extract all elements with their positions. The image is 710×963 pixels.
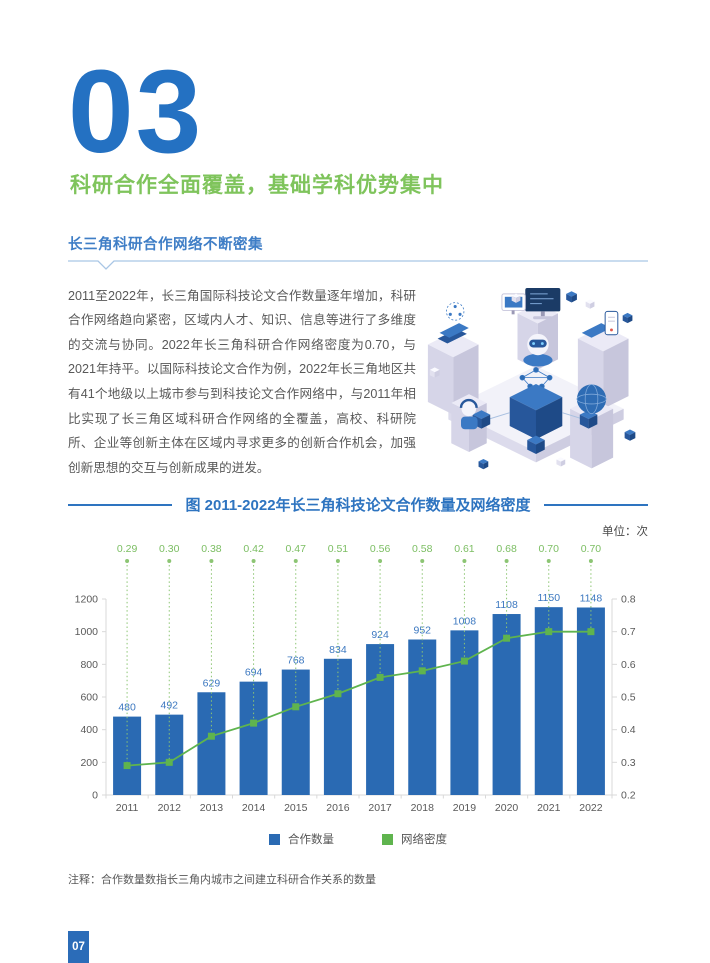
combo-chart: 0200400600800100012000.20.30.40.50.60.70… [75,543,636,814]
svg-text:200: 200 [80,757,98,769]
data-cluster-icon [446,301,465,321]
legend-item-bars: 合作数量 [269,831,334,847]
svg-text:0.70: 0.70 [581,543,602,555]
figure-block: 图 2011-2022年长三角科技论文合作数量及网络密度 单位：次 0 200 40… [68,494,649,887]
chapter-number: 03 [68,46,204,178]
svg-text:400: 400 [80,724,98,736]
svg-text:0.4: 0.4 [621,724,636,736]
svg-text:0.61: 0.61 [454,543,475,555]
chapter-header: 03 科研合作全面覆盖，基础学科优势集中 [68,46,648,199]
legend-label-line: 网络密度 [401,834,447,847]
svg-text:0.2: 0.2 [621,790,636,802]
chart-legend: 合作数量 网络密度 [68,831,648,847]
svg-text:0.8: 0.8 [621,594,636,606]
svg-text:2012: 2012 [158,802,182,814]
body-paragraph: 2011至2022年，长三角国际科技论文合作数量逐年增加，科研合作网络趋向紧密，… [68,288,416,475]
section-underline-decoration [68,259,648,270]
svg-text:0.58: 0.58 [412,543,433,555]
svg-text:0: 0 [92,790,98,802]
svg-text:1008: 1008 [453,616,477,628]
svg-text:0.68: 0.68 [496,543,517,555]
svg-text:0.29: 0.29 [117,543,138,555]
svg-text:1000: 1000 [75,626,99,638]
svg-text:2017: 2017 [368,802,392,814]
svg-text:0.38: 0.38 [201,543,222,555]
figure-note: 注释：合作数量数指长三角内城市之间建立科研合作关系的数量 [68,874,376,887]
book-stack-icon [437,322,469,344]
support-agent-icon [459,398,478,429]
svg-text:2020: 2020 [495,802,519,814]
unit-label: 单位：次 [602,526,648,539]
svg-text:800: 800 [80,659,98,671]
svg-text:2011: 2011 [116,802,139,814]
svg-text:0.42: 0.42 [243,543,264,555]
section-header: 长三角科研合作网络不断密集 [68,233,648,272]
svg-text:629: 629 [203,678,221,690]
chapter-title: 科研合作全面覆盖，基础学科优势集中 [70,173,444,197]
svg-text:0.47: 0.47 [286,543,307,555]
svg-text:2014: 2014 [242,802,266,814]
svg-text:2016: 2016 [326,802,350,814]
code-monitor-icon [525,287,561,319]
page-number-badge: 07 [68,931,89,963]
svg-text:2013: 2013 [200,802,224,814]
svg-text:2015: 2015 [284,802,308,814]
section-content: 2011至2022年，长三角国际科技论文合作数量逐年增加，科研合作网络趋向紧密，… [68,284,648,481]
legend-item-line: 网络密度 [382,831,447,847]
robot-icon [523,333,553,366]
svg-text:0.70: 0.70 [539,543,560,555]
svg-text:0.56: 0.56 [370,543,391,555]
svg-text:952: 952 [413,625,431,637]
figure-title: 图 2011-2022年长三角科技论文合作数量及网络密度 [185,497,531,515]
legend-swatch-line [382,833,393,845]
svg-text:600: 600 [80,692,98,704]
svg-text:0.3: 0.3 [621,757,636,769]
legend-label-bar: 合作数量 [288,834,334,847]
tech-illustration [427,287,636,469]
svg-text:0.6: 0.6 [621,659,636,671]
globe-icon [576,383,607,414]
figure-title-row: 图 2011-2022年长三角科技论文合作数量及网络密度 [68,494,649,515]
svg-text:0.30: 0.30 [159,543,180,555]
svg-text:480: 480 [118,702,136,714]
svg-text:0.5: 0.5 [621,692,636,704]
figure-rule-left [68,503,173,506]
legend-swatch-bar [269,833,280,845]
svg-text:2022: 2022 [579,802,603,814]
svg-text:2018: 2018 [411,802,435,814]
phone-icon [581,310,619,338]
svg-text:1200: 1200 [75,594,99,606]
svg-text:834: 834 [329,644,347,656]
svg-text:2021: 2021 [537,802,561,814]
svg-text:1108: 1108 [495,599,518,611]
figure-rule-right [543,503,649,506]
svg-text:2019: 2019 [453,802,477,814]
svg-text:0.7: 0.7 [621,626,636,638]
section-title: 长三角科研合作网络不断密集 [68,236,263,253]
svg-text:0.51: 0.51 [328,543,349,555]
